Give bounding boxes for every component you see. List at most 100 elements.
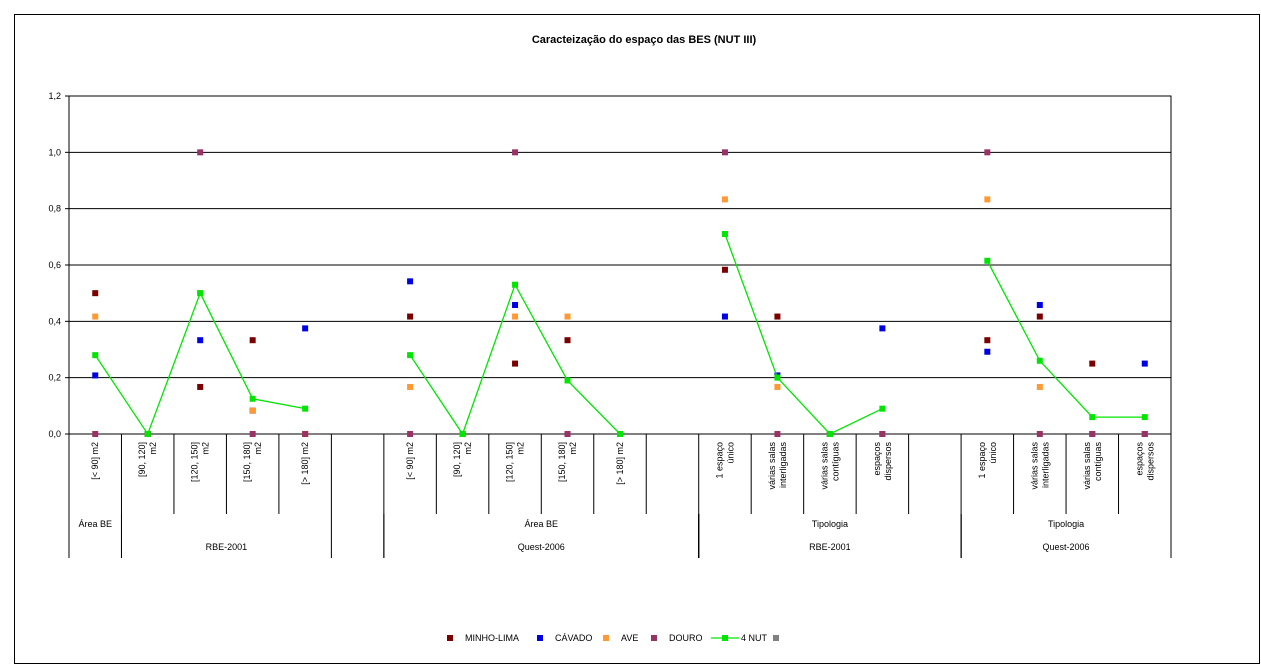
category-label-line: único — [725, 442, 735, 464]
category-label-line: contíguas — [830, 442, 840, 482]
category-label: [> 180] m2 — [300, 442, 310, 485]
category-label-line: espaços — [1134, 442, 1144, 476]
data-point-minho-lima — [512, 360, 519, 367]
category-label-line: interligadas — [1040, 442, 1050, 489]
data-point-minho-lima — [407, 313, 414, 320]
category-label: espaços dispersos — [872, 442, 893, 481]
category-label-line: [> 180] m2 — [300, 442, 310, 485]
data-point-4nut — [564, 377, 571, 384]
data-point-c-vado — [302, 325, 309, 332]
category-label: várias salas interligadas — [1029, 442, 1050, 490]
group1-label: Área BE — [525, 519, 559, 529]
category-label-line: [90, 120] — [137, 442, 147, 477]
category-label-line: 1 espaço — [977, 442, 987, 479]
data-point-4nut — [407, 352, 414, 359]
legend-label: MINHO-LIMA — [465, 633, 519, 643]
data-point-douro — [721, 149, 728, 156]
data-point-minho-lima — [249, 337, 256, 344]
category-label-line: espaços — [872, 442, 882, 476]
category-label-line: dispersos — [1145, 442, 1155, 481]
data-point-4nut — [617, 431, 623, 437]
legend-marker — [651, 635, 657, 641]
legend-extra-marker — [773, 635, 779, 641]
data-point-4nut — [1089, 414, 1096, 421]
y-tick-label: 0,8 — [48, 204, 61, 214]
category-label-line: [< 90] m2 — [405, 442, 415, 480]
group2-label: Quest-2006 — [518, 542, 565, 552]
data-point-douro — [407, 431, 414, 437]
category-label-line: m2 — [463, 442, 473, 455]
series-line-4nut — [986, 260, 1145, 418]
category-label-line: [150, 180] — [557, 442, 567, 482]
legend-label: DOURO — [669, 633, 703, 643]
y-tick-label: 0,4 — [48, 316, 61, 326]
legend-label: 4 NUT — [741, 633, 768, 643]
category-label-line: m2 — [201, 442, 211, 455]
chart-frame: Caracteização do espaço das BES (NUT III… — [14, 14, 1260, 664]
data-point-4nut — [1141, 414, 1148, 421]
data-point-douro — [512, 149, 519, 156]
data-point-douro — [197, 149, 204, 156]
category-label-line: [90, 120] — [452, 442, 462, 477]
data-point-c-vado — [879, 325, 886, 332]
data-point-ave — [721, 196, 728, 203]
data-point-minho-lima — [774, 313, 781, 320]
data-point-ave — [407, 383, 414, 390]
chart-title: Caracteização do espaço das BES (NUT III… — [532, 34, 757, 46]
category-label: várias salas contíguas — [819, 442, 840, 490]
data-point-c-vado — [721, 313, 728, 320]
category-label: [< 90] m2 — [90, 442, 100, 480]
category-label: [150, 180] m2 — [557, 442, 578, 482]
category-label-line: m2 — [568, 442, 578, 455]
data-point-douro — [879, 431, 886, 437]
category-label-line: várias salas — [1082, 442, 1092, 490]
data-point-douro — [92, 431, 99, 437]
data-point-4nut — [512, 281, 519, 288]
data-point-minho-lima — [721, 266, 728, 273]
data-point-ave — [774, 383, 781, 390]
data-point-c-vado — [984, 348, 991, 355]
data-point-c-vado — [197, 337, 204, 344]
legend-marker — [537, 635, 543, 641]
category-label-line: várias salas — [1029, 442, 1039, 490]
y-tick-label: 0,6 — [48, 260, 61, 270]
category-label-line: várias salas — [819, 442, 829, 490]
category-label: [90, 120] m2 — [452, 442, 473, 477]
data-point-4nut — [721, 231, 728, 238]
data-point-ave — [984, 196, 991, 203]
data-point-4nut — [302, 405, 309, 412]
data-point-4nut — [774, 374, 781, 381]
category-label: [< 90] m2 — [405, 442, 415, 480]
category-label-line: 1 espaço — [714, 442, 724, 479]
legend-label: CÁVADO — [555, 633, 592, 643]
category-label-line: [120, 150] — [505, 442, 515, 482]
legend: MINHO-LIMA CÁVADO AVE DOURO 4 NUT — [447, 633, 779, 643]
data-point-douro — [249, 431, 256, 437]
data-point-douro — [1141, 431, 1148, 437]
chart-svg: Caracteização do espaço das BES (NUT III… — [48, 34, 1172, 643]
category-label-line: m2 — [148, 442, 158, 455]
data-point-ave — [512, 313, 519, 320]
data-point-4nut — [92, 352, 99, 359]
category-label: [> 180] m2 — [615, 442, 625, 485]
category-label-line: [< 90] m2 — [90, 442, 100, 480]
category-label: várias salas interligadas — [767, 442, 788, 490]
data-point-douro — [564, 431, 571, 437]
data-point-douro — [302, 431, 309, 437]
data-point-minho-lima — [984, 337, 991, 344]
y-tick-label: 0,0 — [48, 429, 61, 439]
data-point-douro — [1036, 431, 1043, 437]
category-label: 1 espaço único — [977, 442, 998, 479]
data-point-minho-lima — [564, 337, 571, 344]
category-label: [90, 120] m2 — [137, 442, 158, 477]
category-label: 1 espaço único — [714, 442, 735, 479]
data-point-minho-lima — [1036, 313, 1043, 320]
data-point-ave — [249, 407, 256, 414]
data-point-minho-lima — [1089, 360, 1096, 367]
data-point-c-vado — [407, 278, 414, 285]
category-label: [120, 150] m2 — [190, 442, 211, 482]
group2-label: RBE-2001 — [809, 542, 851, 552]
data-point-ave — [92, 313, 99, 320]
data-point-ave — [1036, 383, 1043, 390]
category-label-line: m2 — [516, 442, 526, 455]
